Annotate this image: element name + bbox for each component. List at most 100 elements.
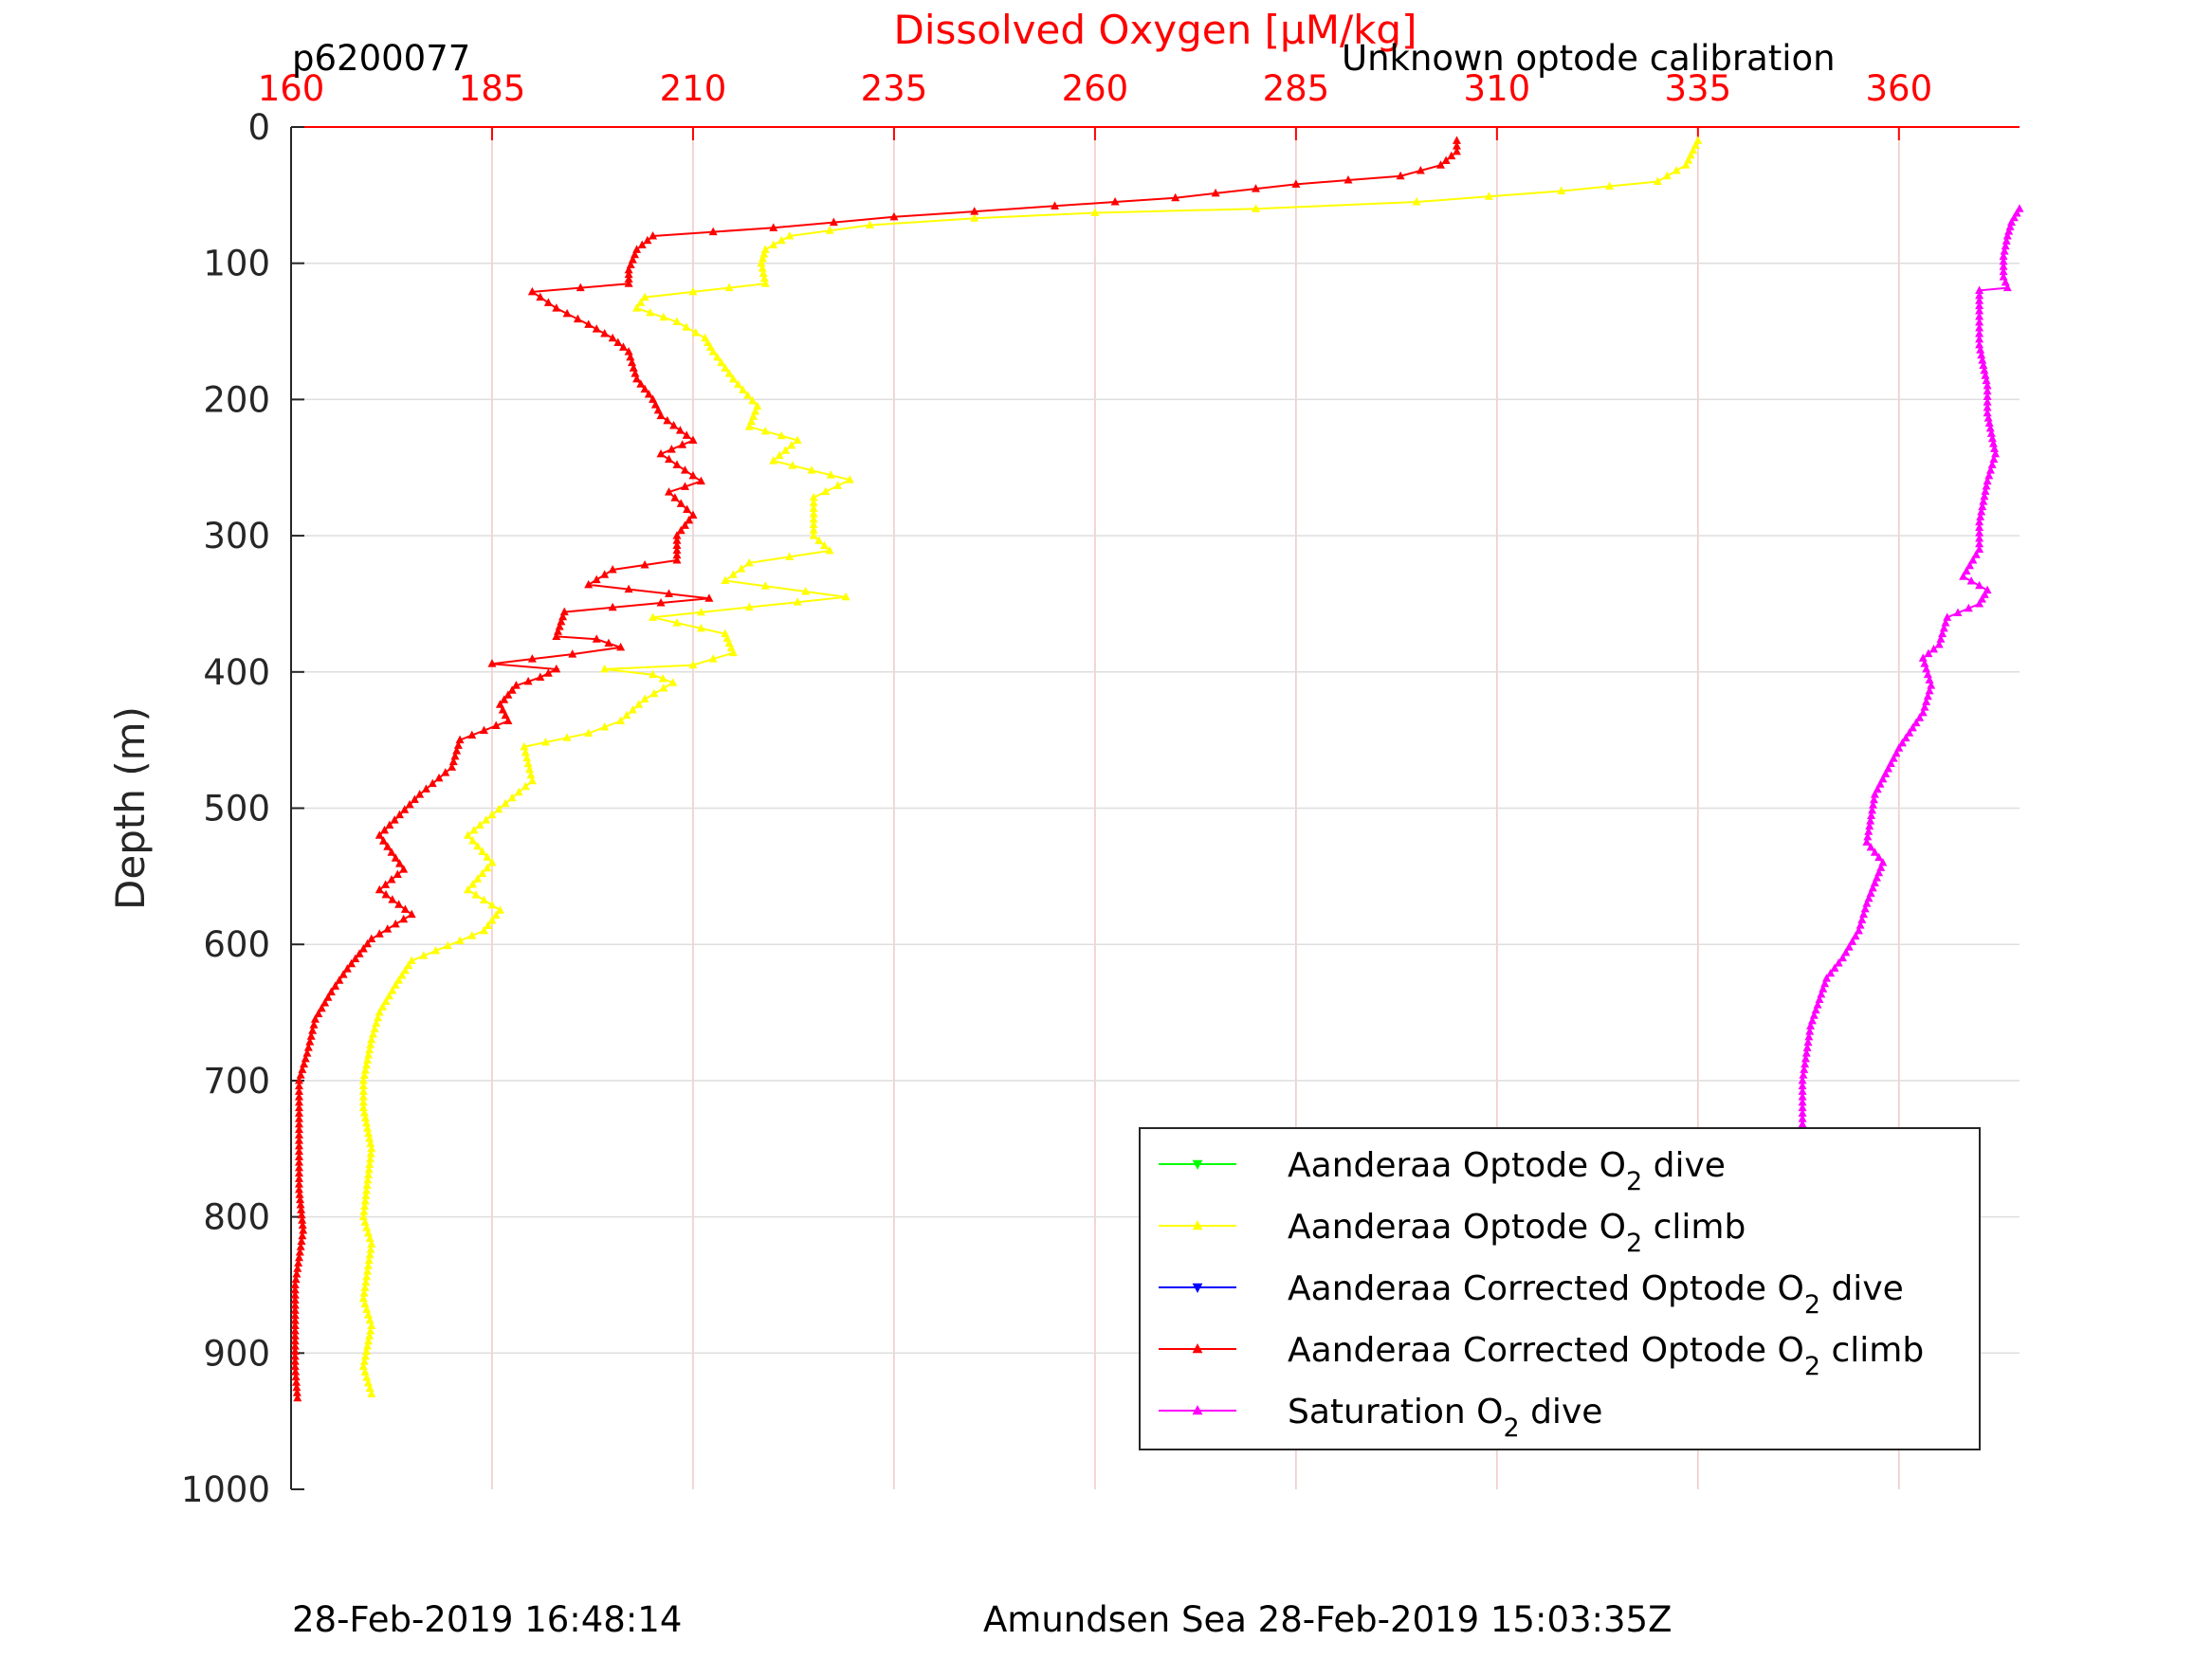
y-tick-label: 1000 xyxy=(181,1469,270,1510)
data-point-marker xyxy=(826,470,835,479)
data-point-marker xyxy=(1975,290,1984,300)
data-point-marker xyxy=(467,730,477,739)
data-point-marker xyxy=(367,1239,376,1248)
data-point-marker xyxy=(841,592,850,601)
data-point-marker xyxy=(1908,722,1917,732)
data-point-marker xyxy=(1881,769,1891,777)
legend-marker xyxy=(1192,1283,1203,1293)
data-point-marker xyxy=(576,283,585,292)
data-point-marker xyxy=(1975,598,1984,608)
data-point-marker xyxy=(297,1205,306,1213)
data-point-marker xyxy=(552,303,561,312)
data-point-marker xyxy=(760,426,770,435)
data-point-marker xyxy=(1983,403,1992,411)
data-point-marker xyxy=(310,1014,320,1023)
data-point-marker xyxy=(291,1372,301,1381)
data-point-marker xyxy=(338,970,348,978)
data-point-marker xyxy=(1964,603,1973,612)
data-point-marker xyxy=(363,939,373,948)
data-point-marker xyxy=(361,1191,371,1199)
data-point-marker xyxy=(297,1236,306,1245)
data-point-marker xyxy=(290,1351,300,1360)
data-point-marker xyxy=(809,525,818,534)
data-point-marker xyxy=(1557,186,1566,195)
data-point-marker xyxy=(777,430,786,440)
data-point-marker xyxy=(668,678,678,686)
data-point-marker xyxy=(678,440,687,448)
data-point-marker xyxy=(658,673,667,683)
data-point-marker xyxy=(562,308,572,318)
data-point-marker xyxy=(360,1201,370,1211)
data-point-marker xyxy=(744,422,754,430)
data-point-marker xyxy=(613,337,623,347)
data-point-marker xyxy=(634,700,644,708)
data-point-marker xyxy=(1867,811,1876,819)
data-point-marker xyxy=(787,440,796,449)
data-point-marker xyxy=(758,264,767,272)
data-point-marker xyxy=(365,1154,375,1163)
data-point-marker xyxy=(631,369,640,377)
legend-label: Aanderaa Corrected Optode O2 climb xyxy=(1288,1331,1924,1381)
data-point-marker xyxy=(675,426,685,434)
data-point-marker xyxy=(514,787,523,796)
data-point-marker xyxy=(359,1070,369,1080)
data-point-marker xyxy=(387,848,396,856)
data-point-marker xyxy=(367,1034,376,1044)
data-point-marker xyxy=(1975,296,1984,304)
data-point-marker xyxy=(1999,251,2008,261)
data-point-marker xyxy=(691,327,701,337)
data-point-marker xyxy=(365,1045,375,1054)
data-point-marker xyxy=(526,770,536,779)
data-point-marker xyxy=(468,879,478,888)
data-point-marker xyxy=(379,836,389,845)
data-point-marker xyxy=(1979,497,1988,505)
data-point-marker xyxy=(624,347,633,356)
y-tick-label: 600 xyxy=(203,924,270,965)
data-point-marker xyxy=(293,1393,302,1402)
data-point-marker xyxy=(769,223,778,231)
data-point-marker xyxy=(378,1002,388,1011)
data-point-marker xyxy=(672,618,682,627)
data-point-marker xyxy=(1672,165,1681,174)
data-point-marker xyxy=(1826,968,1836,977)
data-point-marker xyxy=(390,815,399,824)
data-point-marker xyxy=(1975,339,1984,349)
data-point-marker xyxy=(523,676,533,685)
data-point-marker xyxy=(381,880,391,888)
data-point-marker xyxy=(375,884,384,894)
data-point-marker xyxy=(759,268,768,277)
data-point-marker xyxy=(361,1277,371,1286)
data-point-marker xyxy=(363,1261,373,1269)
data-point-marker xyxy=(296,1194,305,1204)
data-point-marker xyxy=(473,874,483,883)
data-point-marker xyxy=(299,1225,308,1234)
data-point-marker xyxy=(363,1055,373,1064)
data-point-marker xyxy=(308,1026,318,1034)
data-point-marker xyxy=(640,694,649,703)
data-point-marker xyxy=(568,649,577,658)
data-point-marker xyxy=(473,841,483,850)
data-point-marker xyxy=(1344,175,1353,184)
data-point-marker xyxy=(672,317,682,325)
data-point-marker xyxy=(708,654,718,663)
data-point-marker xyxy=(1999,256,2008,265)
data-point-marker xyxy=(744,602,754,611)
data-point-marker xyxy=(360,1283,370,1291)
data-point-marker xyxy=(680,482,689,490)
data-point-marker xyxy=(1894,743,1904,752)
data-point-marker xyxy=(1870,790,1879,798)
data-point-marker xyxy=(1441,155,1451,164)
data-point-marker xyxy=(527,286,537,296)
data-point-marker xyxy=(1452,146,1461,155)
data-point-marker xyxy=(626,352,635,361)
data-point-marker xyxy=(320,997,330,1007)
data-point-marker xyxy=(1804,1031,1814,1041)
data-point-marker xyxy=(487,916,497,924)
data-point-marker xyxy=(1866,842,1875,851)
data-point-marker xyxy=(1977,350,1986,359)
data-point-marker xyxy=(728,570,738,578)
data-point-marker xyxy=(491,720,501,730)
data-point-marker xyxy=(584,579,594,589)
data-point-marker xyxy=(364,1255,374,1265)
data-point-marker xyxy=(670,493,680,501)
